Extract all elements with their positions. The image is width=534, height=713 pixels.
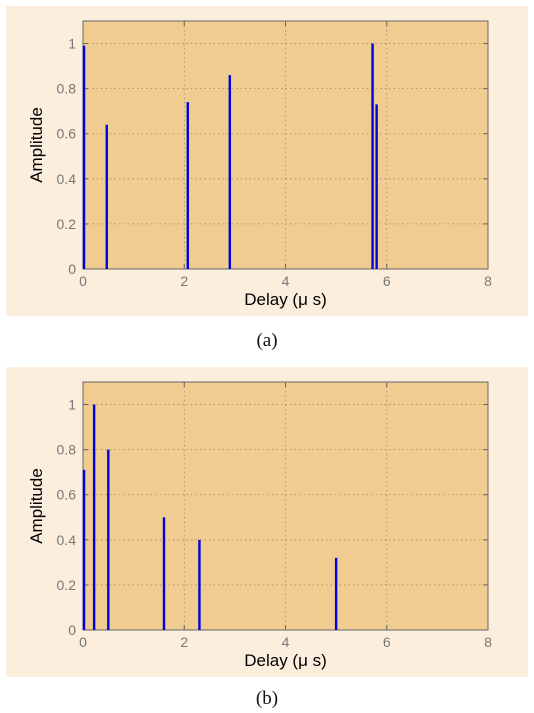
stem-chart-b: 0 2 4 6 8 0 0.2 0.4 0.6 0.8 1 Delay (μ s) Amplitude — [27, 381, 492, 670]
y-tick-label: 0.4 — [57, 171, 77, 187]
y-axis-label: Amplitude — [27, 107, 46, 183]
x-tick-label: 8 — [484, 273, 492, 289]
x-tick-label: 6 — [383, 273, 391, 289]
y-tick-label: 0.6 — [57, 126, 77, 142]
y-tick-label: 0.4 — [57, 532, 77, 548]
x-tick-label: 4 — [282, 273, 290, 289]
x-tick-label: 0 — [79, 273, 87, 289]
x-tick-label: 2 — [180, 273, 188, 289]
y-tick-label: 0.8 — [57, 442, 77, 458]
chart-panel-b: 0 2 4 6 8 0 0.2 0.4 0.6 0.8 1 Delay (μ s) Amplitude — [6, 367, 528, 677]
y-tick-label: 0.2 — [57, 577, 77, 593]
y-tick-label: 0.2 — [57, 216, 77, 232]
x-tick-label: 4 — [282, 634, 290, 650]
x-tick-label: 0 — [79, 634, 87, 650]
caption-a: (a) — [256, 330, 278, 351]
stem-chart-a: 0 2 4 6 8 0 0.2 0.4 0.6 0.8 1 Delay (μ s) Amplitude — [27, 20, 492, 309]
x-axis-label: Delay (μ s) — [244, 290, 327, 309]
caption-b: (b) — [255, 688, 279, 709]
y-tick-label: 0.6 — [57, 487, 77, 503]
y-tick-label: 1 — [68, 36, 76, 52]
chart-panel-a: 0 2 4 6 8 0 0.2 0.4 0.6 0.8 1 Delay (μ s) Amplitude — [6, 6, 528, 316]
y-axis-label: Amplitude — [27, 468, 46, 544]
x-tick-label: 8 — [484, 634, 492, 650]
x-tick-label: 6 — [383, 634, 391, 650]
x-axis-label: Delay (μ s) — [244, 651, 327, 670]
y-tick-label: 0 — [68, 261, 76, 277]
y-tick-label: 0 — [68, 622, 76, 638]
y-tick-label: 0.8 — [57, 81, 77, 97]
y-tick-label: 1 — [68, 397, 76, 413]
x-tick-label: 2 — [180, 634, 188, 650]
